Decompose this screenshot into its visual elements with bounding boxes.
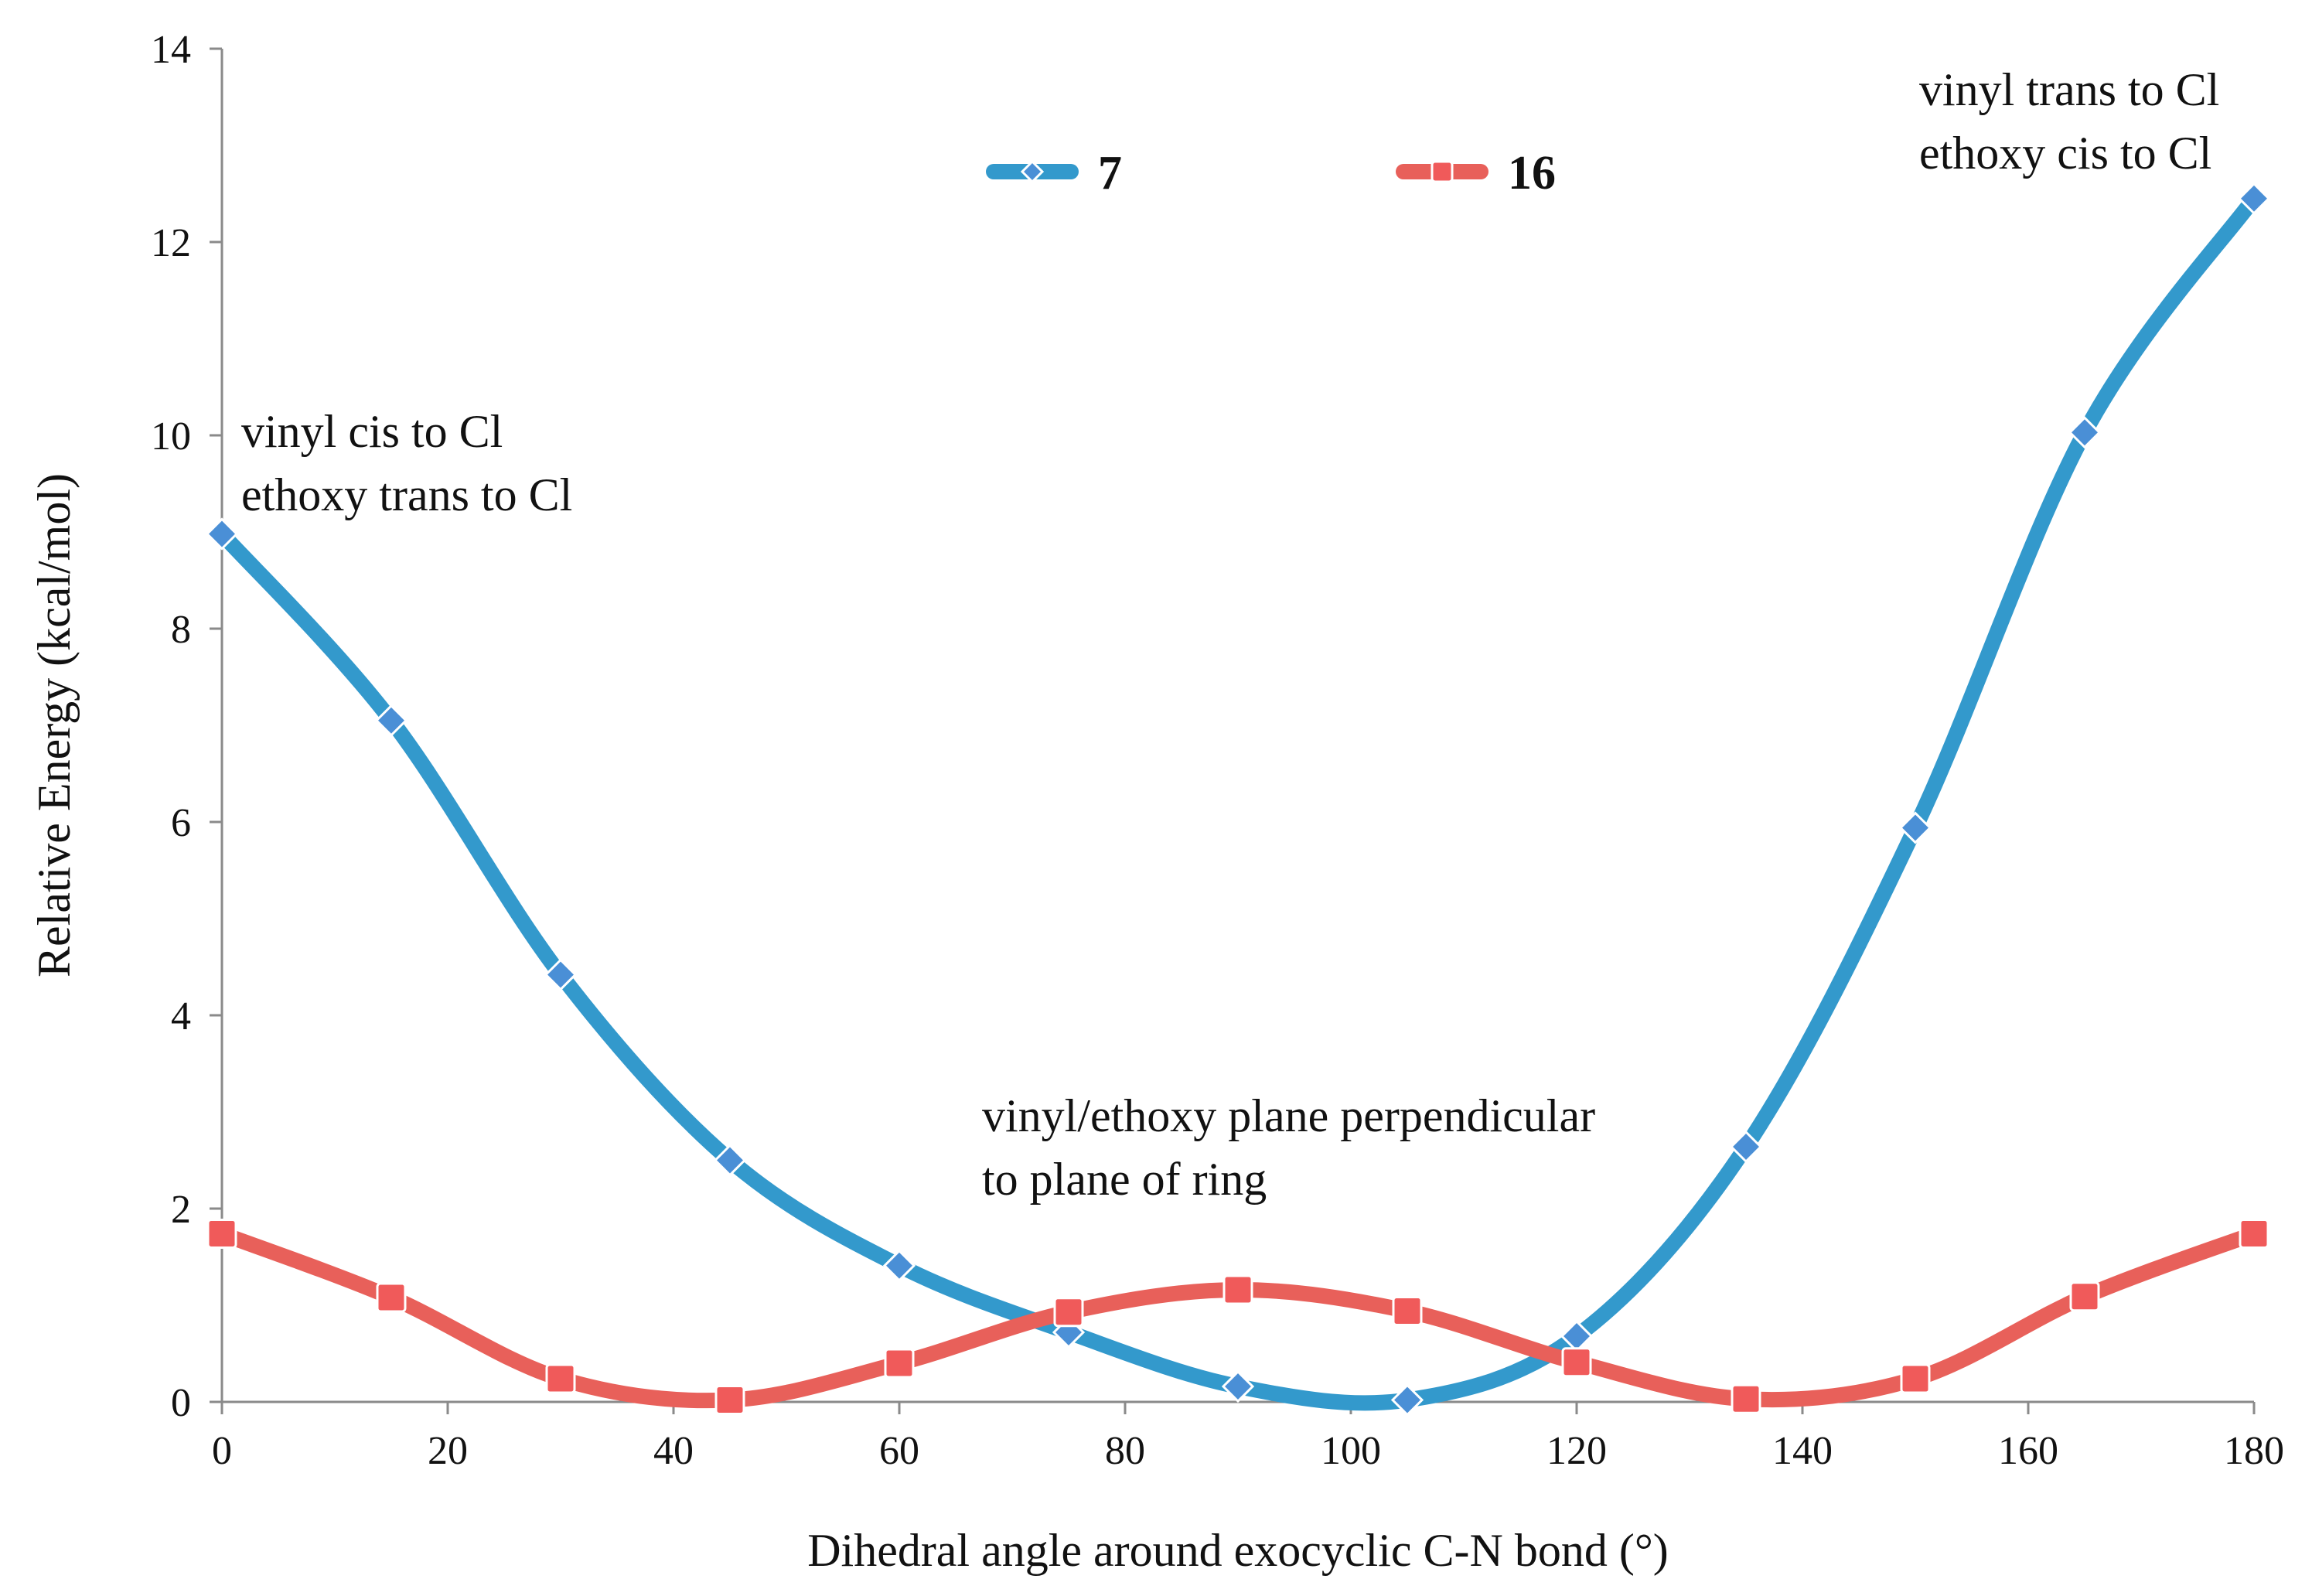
data-point-16 [2239, 1219, 2269, 1249]
x-tick-label: 20 [428, 1429, 468, 1473]
legend: 7 16 [986, 147, 1556, 200]
legend-item-7: 7 [986, 147, 1122, 200]
data-point-7 [205, 517, 239, 551]
annotation-text: vinyl cis to Cl ethoxy trans to Cl [241, 406, 572, 520]
y-axis-title: Relative Energy (kcal/mol) [29, 473, 80, 977]
y-tick-label: 12 [151, 221, 191, 265]
annotation-line: ethoxy cis to Cl [1919, 128, 2211, 179]
data-point-16 [1053, 1297, 1084, 1328]
data-point-7 [882, 1249, 916, 1282]
x-tick-label: 180 [2224, 1429, 2284, 1473]
y-tick-label: 2 [171, 1188, 191, 1232]
annotation-line: vinyl/ethoxy plane perpendicular [982, 1090, 1595, 1141]
series-lines [214, 190, 2262, 1411]
legend-swatch-marker [1431, 160, 1454, 183]
x-tick-label: 140 [1772, 1429, 1833, 1473]
annotation-line: ethoxy trans to Cl [241, 469, 572, 520]
data-point-16 [714, 1385, 745, 1415]
x-tick-label: 40 [653, 1429, 694, 1473]
data-point-7 [544, 958, 578, 991]
x-tick-label: 120 [1546, 1429, 1607, 1473]
data-point-7 [374, 704, 408, 737]
data-point-7 [1898, 811, 1932, 844]
y-tick-label: 4 [171, 994, 191, 1038]
data-point-16 [206, 1219, 237, 1249]
legend-item-16: 16 [1396, 147, 1556, 200]
data-point-16 [1900, 1363, 1931, 1394]
y-tick-label: 8 [171, 608, 191, 652]
data-point-16 [1222, 1274, 1253, 1305]
annotations: vinyl cis to Cl ethoxy trans to Cl vinyl t… [241, 64, 2219, 1205]
x-axis-title: Dihedral angle around exocyclic C-N bond… [807, 1525, 1669, 1576]
data-point-16 [2069, 1281, 2100, 1312]
x-tick-label: 60 [879, 1429, 919, 1473]
data-point-16 [1392, 1296, 1423, 1326]
data-point-7 [2068, 416, 2102, 449]
data-point-7 [713, 1144, 747, 1177]
annotation-line: vinyl trans to Cl [1919, 64, 2219, 115]
data-point-7 [2237, 182, 2271, 215]
y-tick-label: 10 [151, 414, 191, 459]
data-point-7 [1221, 1369, 1255, 1403]
annotation-line: vinyl cis to Cl [241, 406, 503, 457]
y-tick-label: 0 [171, 1381, 191, 1425]
x-tick-label: 80 [1105, 1429, 1145, 1473]
x-tick-label: 100 [1321, 1429, 1381, 1473]
data-point-16 [884, 1348, 915, 1379]
data-point-16 [545, 1363, 576, 1394]
data-point-7 [1729, 1130, 1763, 1164]
data-point-16 [1561, 1347, 1592, 1378]
legend-swatch-marker [1020, 159, 1045, 184]
data-point-7 [1390, 1383, 1424, 1417]
legend-label: 16 [1508, 147, 1556, 200]
annotation-text: vinyl/ethoxy plane perpendicular to plane… [982, 1090, 1595, 1205]
series-markers [205, 182, 2271, 1417]
legend-label: 7 [1098, 147, 1122, 200]
series-line-7 [214, 190, 2262, 1411]
y-tick-label: 14 [151, 28, 191, 72]
data-point-16 [376, 1282, 407, 1313]
data-point-16 [1731, 1383, 1761, 1414]
x-tick-label: 160 [1998, 1429, 2058, 1473]
annotation-line: to plane of ring [982, 1154, 1267, 1205]
y-tick-label: 6 [171, 801, 191, 845]
annotation-text: vinyl trans to Cl ethoxy cis to Cl [1919, 64, 2219, 179]
x-tick-label: 0 [212, 1429, 232, 1473]
